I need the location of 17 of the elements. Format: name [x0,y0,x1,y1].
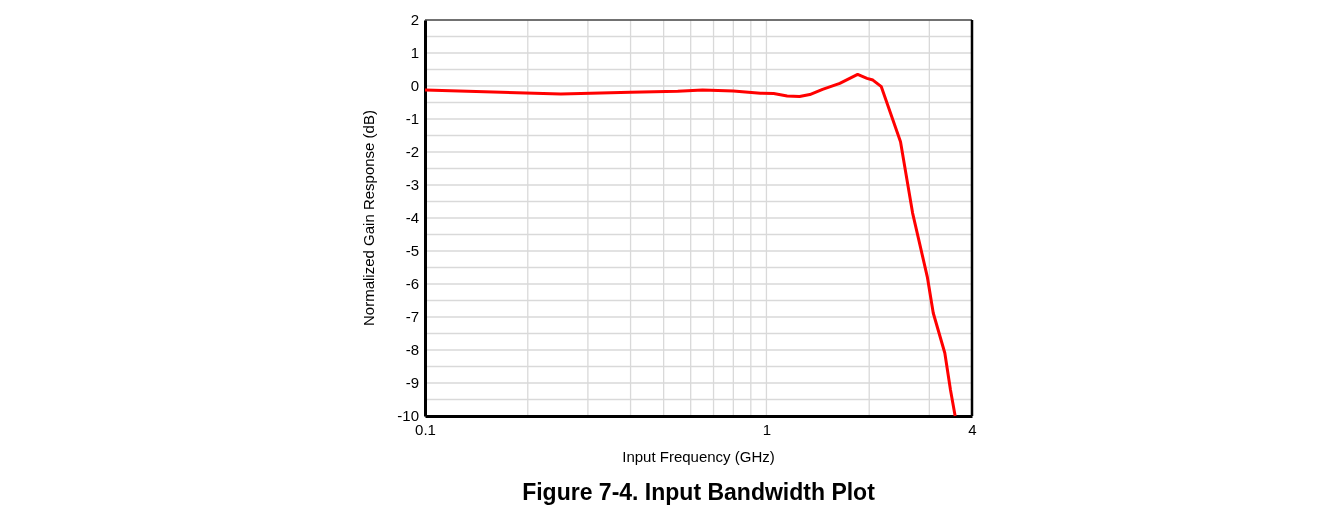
y-tick-label: -8 [405,341,419,359]
y-tick-label: -6 [405,275,419,293]
y-tick-label: -5 [405,242,419,260]
y-tick-label: -9 [405,374,419,392]
x-axis-title: Input Frequency (GHz) [622,448,775,465]
y-tick-label: -1 [405,110,419,128]
y-tick-label: 0 [410,77,419,95]
x-tick-label: 1 [762,420,772,438]
y-tick-label: -3 [405,176,419,194]
y-tick-label: 2 [410,11,419,29]
x-tick-label: 4 [968,420,977,438]
y-axis-title: Normalized Gain Response (dB) [360,110,377,326]
y-tick-label: 1 [410,44,419,62]
y-tick-label: -7 [405,308,419,326]
y-tick-label: -4 [405,209,419,227]
y-tick-label: -2 [405,143,419,161]
text: Figure 7-4. Input Bandwidth Plot [522,479,876,505]
